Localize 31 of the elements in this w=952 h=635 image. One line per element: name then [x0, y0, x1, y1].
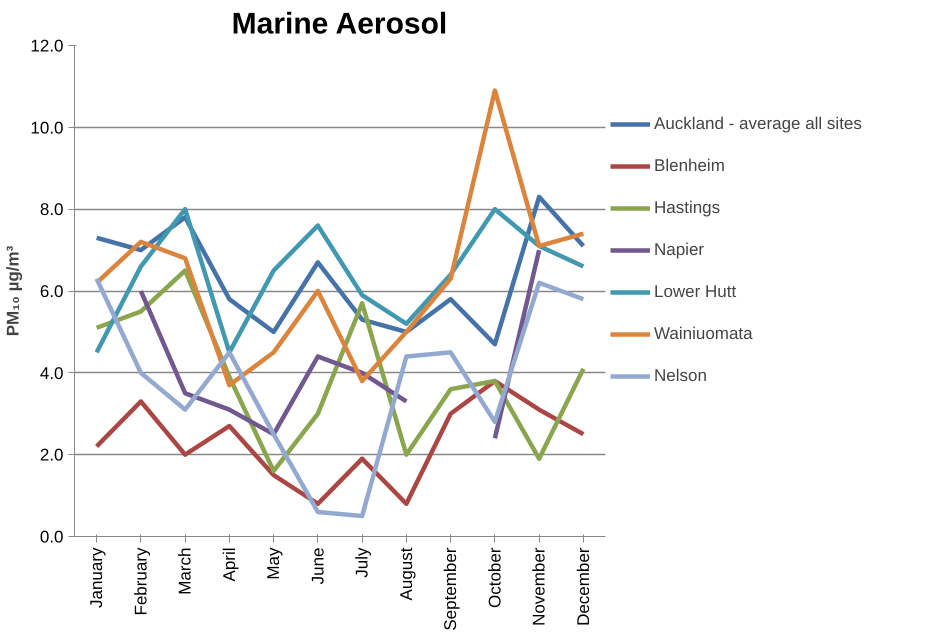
y-tick-label: 8.0: [40, 200, 64, 220]
x-tick-label: November: [530, 547, 549, 626]
legend-label: Nelson: [654, 366, 707, 386]
x-tick-label: July: [352, 547, 372, 578]
legend-label: Wainiuomata: [654, 324, 753, 344]
legend-label: Lower Hutt: [654, 282, 736, 302]
legend-label: Napier: [654, 240, 704, 260]
line-series: [94, 378, 586, 506]
x-tick-label: September: [441, 547, 460, 631]
x-tick-label: December: [574, 547, 593, 626]
line-series: [94, 88, 586, 388]
x-tick-label: March: [176, 547, 195, 595]
x-tick-label: May: [264, 547, 284, 580]
y-tick-label: 12.0: [30, 36, 64, 56]
x-tick-label: June: [308, 547, 328, 584]
y-tick-label: 4.0: [40, 364, 64, 383]
x-tick-label: January: [87, 547, 106, 608]
y-axis-title: PM₁₀ µg/m³: [3, 245, 22, 336]
legend-label: Blenheim: [654, 156, 725, 176]
x-tick-label: April: [220, 547, 239, 582]
y-tick-label: 6.0: [40, 282, 64, 301]
x-tick-label: October: [485, 547, 504, 608]
legend-label: Hastings: [654, 198, 720, 218]
x-tick-label: August: [396, 547, 416, 600]
legend-label: Auckland - average all sites: [654, 114, 862, 134]
y-tick-label: 2.0: [40, 446, 64, 465]
y-tick-label: 0.0: [40, 528, 64, 546]
y-tick-label: 10.0: [30, 118, 64, 138]
x-tick-label: February: [131, 547, 150, 616]
chart-title: Marine Aerosol: [232, 8, 448, 40]
line-series: [94, 276, 586, 518]
